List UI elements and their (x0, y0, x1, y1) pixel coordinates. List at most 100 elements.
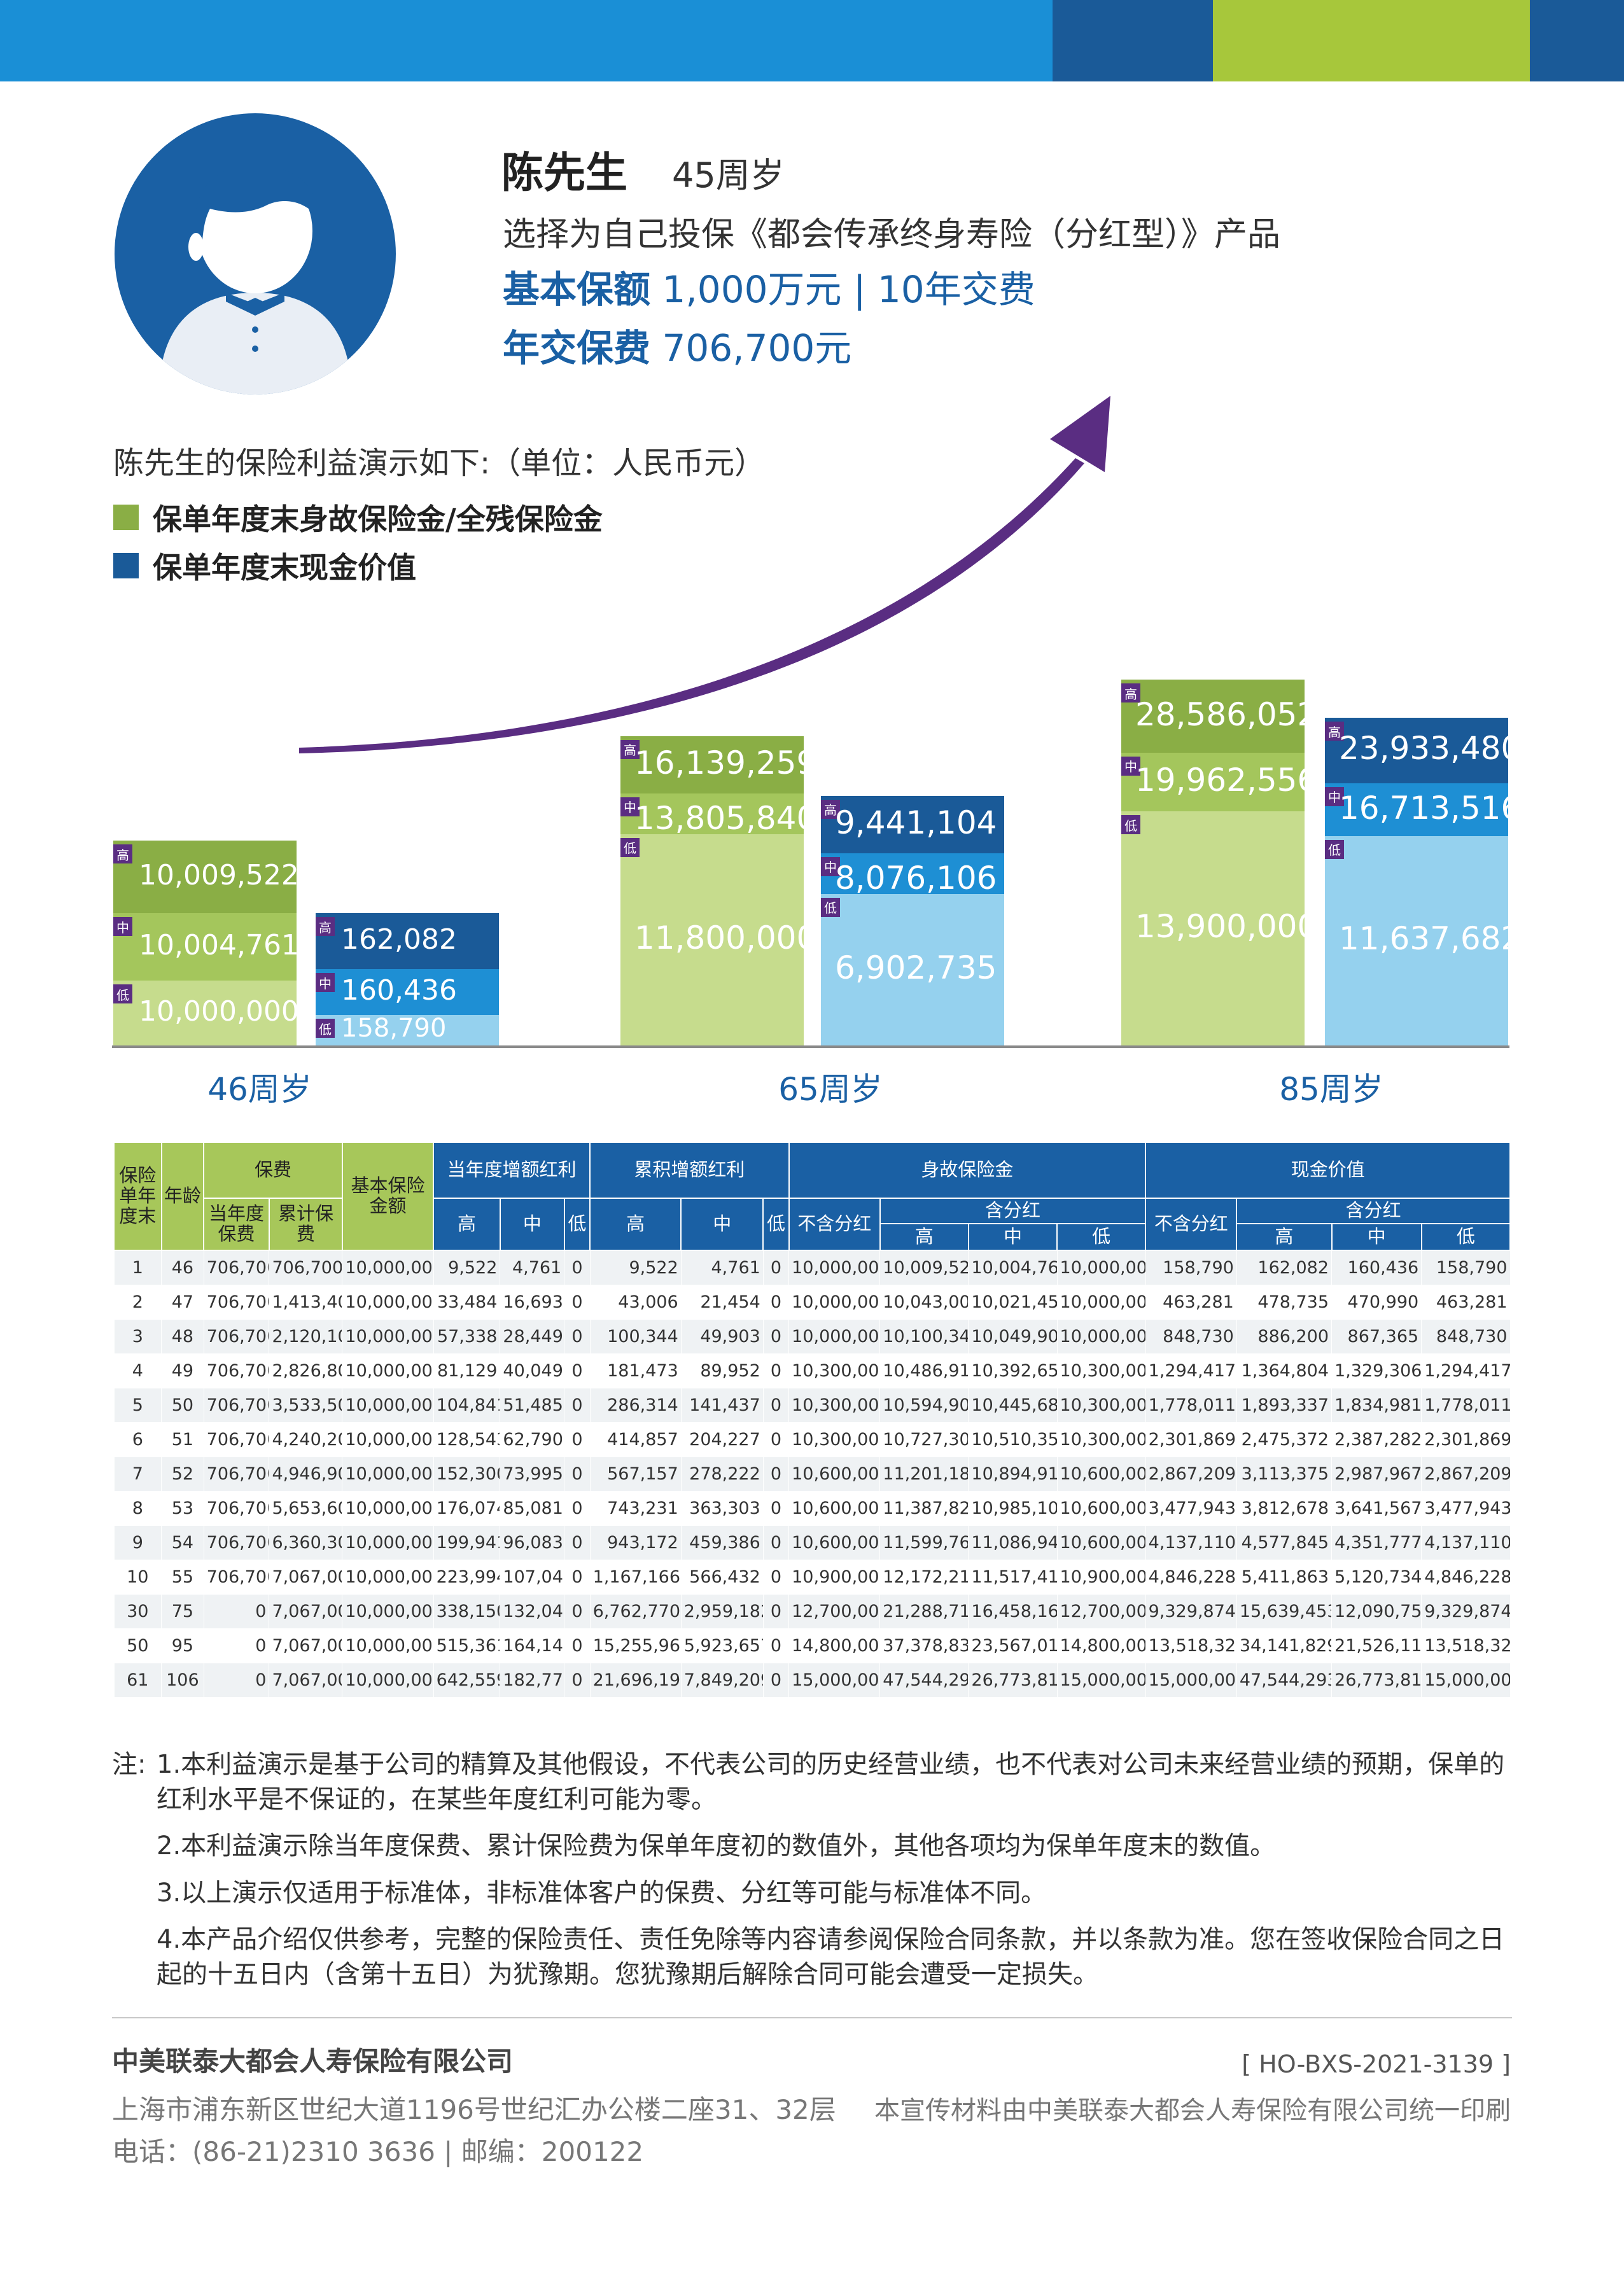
bar-segment-high: 高 9,441,104 (821, 795, 1004, 853)
table-cell: 162,082 (1236, 1250, 1333, 1285)
table-cell: 10,300,000 (1056, 1422, 1146, 1457)
table-cell: 0 (762, 1594, 790, 1629)
table-cell: 2,301,869 (1421, 1422, 1511, 1457)
th-cash-high: 高 (1236, 1223, 1333, 1251)
table-cell: 1,294,417 (1421, 1353, 1511, 1388)
table-cell: 10,510,354 (968, 1422, 1058, 1457)
table-cell: 0 (762, 1663, 790, 1698)
table-cell: 515,361 (433, 1628, 501, 1663)
th-current-bonus: 当年度增额红利 (433, 1142, 591, 1199)
table-cell: 1,294,417 (1145, 1353, 1237, 1388)
benefit-table: 保险单年度末 年龄 保费 基本保险金额 当年度增额红利 累积增额红利 身故保险金… (113, 1142, 1511, 1698)
table-cell: 4,351,777 (1331, 1525, 1422, 1560)
table-cell: 0 (564, 1628, 591, 1663)
table-cell: 0 (564, 1285, 591, 1320)
table-cell: 0 (762, 1525, 790, 1560)
footer-address: 上海市浦东新区世纪大道1196号世纪汇办公楼二座31、32层 (112, 2094, 836, 2125)
annual-premium-line: 年交保费 706,700元 (503, 318, 851, 372)
legend-death: 保单年度末身故保险金/全残保险金 (113, 496, 603, 538)
table-cell: 10 (113, 1560, 162, 1595)
table-cell: 15,000,000 (788, 1663, 881, 1698)
bar-value-label: 16,139,259 (634, 744, 817, 781)
table-cell: 463,281 (1145, 1285, 1237, 1320)
table-cell: 10,000,000 (342, 1353, 434, 1388)
scenario-tag-high: 高 (316, 917, 335, 936)
growth-arrow-icon (299, 396, 1110, 753)
scenario-tag-low: 低 (113, 984, 132, 1003)
th-year-premium: 当年度保费 (203, 1198, 270, 1251)
table-cell: 3,812,678 (1236, 1491, 1333, 1526)
table-cell: 4,846,228 (1421, 1560, 1511, 1595)
bar-segment-low: 低 6,902,735 (821, 893, 1004, 1045)
person-age: 45周岁 (672, 155, 785, 195)
table-cell: 4,846,228 (1145, 1560, 1237, 1595)
table-cell: 104,841 (433, 1388, 501, 1423)
table-cell: 54 (161, 1525, 204, 1560)
table-cell: 0 (564, 1491, 591, 1526)
scenario-tag-mid: 中 (821, 856, 840, 876)
table-cell: 6 (113, 1422, 162, 1457)
table-cell: 55 (161, 1560, 204, 1595)
table-cell: 10,594,903 (879, 1388, 969, 1423)
table-cell: 0 (564, 1250, 591, 1285)
table-cell: 223,994 (433, 1560, 501, 1595)
bar-value-label: 10,009,522 (139, 859, 299, 891)
bar-segment-high: 高 23,933,480 (1325, 718, 1521, 783)
table-cell: 48 (161, 1319, 204, 1354)
product-choice: 选择为自己投保《都会传承终身寿险（分红型）》产品 (503, 216, 1281, 254)
bar-value-label: 13,900,000 (1135, 908, 1318, 946)
table-cell: 10,043,006 (879, 1285, 969, 1320)
table-row: 307507,067,00010,000,000338,150132,04306… (113, 1594, 1511, 1629)
table-cell: 204,227 (680, 1422, 764, 1457)
bar-segment-mid: 中 13,805,840 (620, 793, 816, 837)
table-cell: 10,445,680 (968, 1388, 1058, 1423)
scenario-tag-high: 高 (821, 799, 840, 819)
table-cell: 3 (113, 1319, 162, 1354)
annual-premium-label: 年交保费 (503, 326, 651, 370)
table-cell: 848,730 (1421, 1319, 1511, 1354)
table-cell: 2,867,209 (1421, 1457, 1511, 1492)
bar-value-label: 160,436 (341, 974, 457, 1007)
table-cell: 21,696,195 (589, 1663, 682, 1698)
table-cell: 73,995 (500, 1457, 565, 1492)
table-cell: 11,201,186 (879, 1457, 969, 1492)
th-death-benefit: 身故保险金 (788, 1142, 1147, 1199)
table-row: 247706,7001,413,40010,000,00033,48416,69… (113, 1285, 1511, 1320)
table-cell: 706,700 (203, 1560, 270, 1595)
table-cell: 141,437 (680, 1388, 764, 1423)
basic-amount-label: 基本保额 (503, 268, 651, 311)
table-cell: 10,021,454 (968, 1285, 1058, 1320)
table-cell: 49,903 (680, 1319, 764, 1354)
table-cell: 10,600,000 (1056, 1491, 1146, 1526)
table-cell: 10,000,000 (342, 1319, 434, 1354)
table-cell: 14,800,000 (788, 1628, 881, 1663)
table-cell: 10,000,000 (342, 1594, 434, 1629)
table-cell: 7,067,000 (269, 1560, 343, 1595)
footer-code: [ HO-BXS-2021-3139 ] (1242, 2050, 1511, 2078)
table-cell: 706,700 (203, 1388, 270, 1423)
table-cell: 567,157 (589, 1457, 682, 1492)
table-cell: 182,776 (500, 1663, 565, 1698)
bar-segment-high: 高 16,139,259 (620, 736, 816, 793)
table-cell: 10,000,000 (342, 1628, 434, 1663)
table-cell: 286,314 (589, 1388, 682, 1423)
table-cell: 10,000,000 (1056, 1319, 1146, 1354)
top-stripe-navy (1053, 0, 1213, 81)
table-cell: 3,477,943 (1145, 1491, 1237, 1526)
table-cell: 96,083 (500, 1525, 565, 1560)
bar-value-label: 9,441,104 (835, 804, 997, 841)
bar-segment-mid: 中 16,713,516 (1325, 783, 1521, 836)
table-row: 348706,7002,120,10010,000,00057,33828,44… (113, 1319, 1511, 1354)
table-cell: 12,172,211 (879, 1560, 969, 1595)
table-cell: 706,700 (203, 1422, 270, 1457)
table-cell: 2,959,182 (680, 1594, 764, 1629)
table-cell: 50 (113, 1628, 162, 1663)
table-cell: 0 (564, 1663, 591, 1698)
table-cell: 363,303 (680, 1491, 764, 1526)
table-cell: 23,567,012 (968, 1628, 1058, 1663)
table-cell: 10,000,000 (788, 1319, 881, 1354)
legend-death-label: 保单年度末身故保险金/全残保险金 (153, 502, 603, 536)
table-cell: 15,255,968 (589, 1628, 682, 1663)
table-cell: 12,700,000 (1056, 1594, 1146, 1629)
table-cell: 9 (113, 1525, 162, 1560)
